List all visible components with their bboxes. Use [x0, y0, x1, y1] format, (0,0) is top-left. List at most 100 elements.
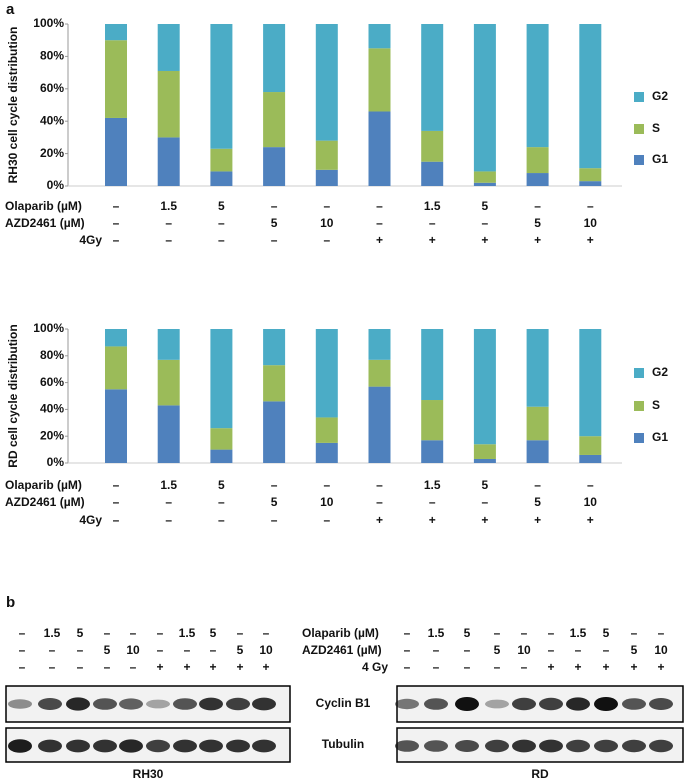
- blot-band: [455, 697, 479, 711]
- y-tick-label: 40%: [40, 113, 64, 127]
- blot-treatment-value: –: [464, 643, 471, 657]
- blot-band: [119, 698, 143, 710]
- bar-segment: [105, 346, 127, 390]
- treatment-value: –: [534, 199, 541, 213]
- blot-treatment-value: +: [547, 660, 554, 674]
- treatment-label: AZD2461 (µM): [5, 216, 85, 230]
- treatment-value: 5: [534, 216, 541, 230]
- blot-band: [173, 739, 197, 753]
- blot-treatment-value: –: [404, 626, 411, 640]
- blot-band: [93, 739, 117, 753]
- treatment-value: +: [376, 513, 383, 527]
- blot-treatment-value: –: [237, 626, 244, 640]
- panel-label: a: [6, 1, 15, 18]
- blot-treatment-value: 1.5: [570, 626, 587, 640]
- treatment-value: –: [323, 478, 330, 492]
- blot-band: [485, 739, 509, 753]
- blot-treatment-value: 5: [603, 626, 610, 640]
- blot-band: [8, 739, 32, 753]
- blot-treatment-value: –: [130, 626, 137, 640]
- bar-segment: [473, 182, 496, 186]
- treatment-value: +: [587, 513, 594, 527]
- band-label: Tubulin: [322, 737, 364, 751]
- treatment-value: –: [165, 233, 172, 247]
- blot-band: [8, 699, 32, 709]
- treatment-value: –: [113, 478, 120, 492]
- legend-swatch: [634, 368, 644, 378]
- treatment-value: 5: [482, 199, 489, 213]
- blot-band: [93, 698, 117, 710]
- treatment-value: 10: [584, 216, 598, 230]
- legend-swatch: [634, 92, 644, 102]
- blot-band: [146, 739, 170, 753]
- treatment-value: –: [376, 216, 383, 230]
- blot-band: [66, 697, 90, 711]
- treatment-value: –: [376, 199, 383, 213]
- treatment-value: +: [587, 233, 594, 247]
- blot-band: [539, 739, 563, 753]
- bar-segment: [210, 428, 233, 450]
- blot-treatment-value: –: [77, 643, 84, 657]
- bar-segment: [368, 359, 391, 387]
- blot-band: [199, 739, 223, 753]
- blot-treatment-value: –: [521, 660, 528, 674]
- bar-segment: [105, 389, 127, 463]
- bar-segment: [421, 130, 444, 162]
- bar-segment: [263, 329, 286, 366]
- blot-treatment-value: 5: [631, 643, 638, 657]
- bar-segment: [210, 171, 233, 186]
- blot-treatment-value: –: [433, 660, 440, 674]
- blot-band: [512, 739, 536, 753]
- blot-treatment-value: –: [157, 626, 164, 640]
- blot-band: [566, 697, 590, 711]
- blot-band: [649, 698, 673, 710]
- bar-segment: [526, 406, 549, 441]
- treatment-value: +: [429, 233, 436, 247]
- blot-treatment-value: –: [104, 626, 111, 640]
- blot-band: [424, 698, 448, 710]
- bar-segment: [315, 140, 338, 170]
- bar-segment: [315, 24, 338, 141]
- blot-treatment-value: 10: [517, 643, 531, 657]
- blot-band: [594, 697, 618, 711]
- blot-treatment-value: –: [263, 626, 270, 640]
- bar-segment: [368, 386, 391, 463]
- y-tick-label: 40%: [40, 402, 64, 416]
- blot-treatment-value: +: [156, 660, 163, 674]
- blot-treatment-value: –: [548, 626, 555, 640]
- bar-segment: [263, 147, 286, 186]
- bar-segment: [263, 92, 286, 148]
- blot-band: [485, 699, 509, 709]
- bar-segment: [157, 24, 180, 71]
- blot-band: [594, 739, 618, 753]
- treatment-value: –: [429, 216, 436, 230]
- treatment-value: –: [271, 199, 278, 213]
- bar-segment: [315, 442, 338, 463]
- bar-segment: [526, 24, 549, 148]
- bar-segment: [105, 40, 127, 118]
- blot-band: [38, 739, 62, 753]
- blot-treatment-value: 5: [210, 626, 217, 640]
- bar-segment: [368, 111, 391, 186]
- blot-treatment-value: –: [77, 660, 84, 674]
- blot-treatment-value: –: [575, 643, 582, 657]
- treatment-value: –: [165, 513, 172, 527]
- blot-treatment-label: Olaparib (µM): [302, 626, 379, 640]
- bar-segment: [473, 24, 496, 172]
- blot-band: [226, 697, 250, 711]
- bar-segment: [526, 173, 549, 186]
- blot-band: [38, 698, 62, 710]
- treatment-value: –: [376, 495, 383, 509]
- blot-treatment-label: 4 Gy: [362, 660, 388, 674]
- treatment-value: –: [113, 199, 120, 213]
- treatment-value: –: [113, 233, 120, 247]
- bar-segment: [473, 444, 496, 459]
- legend-swatch: [634, 433, 644, 443]
- blot-treatment-value: 10: [259, 643, 273, 657]
- cell-line-label: RH30: [133, 767, 164, 781]
- bar-segment: [263, 365, 286, 402]
- bar-segment: [210, 449, 233, 463]
- legend-swatch: [634, 124, 644, 134]
- treatment-value: –: [482, 216, 489, 230]
- blot-band: [424, 740, 448, 752]
